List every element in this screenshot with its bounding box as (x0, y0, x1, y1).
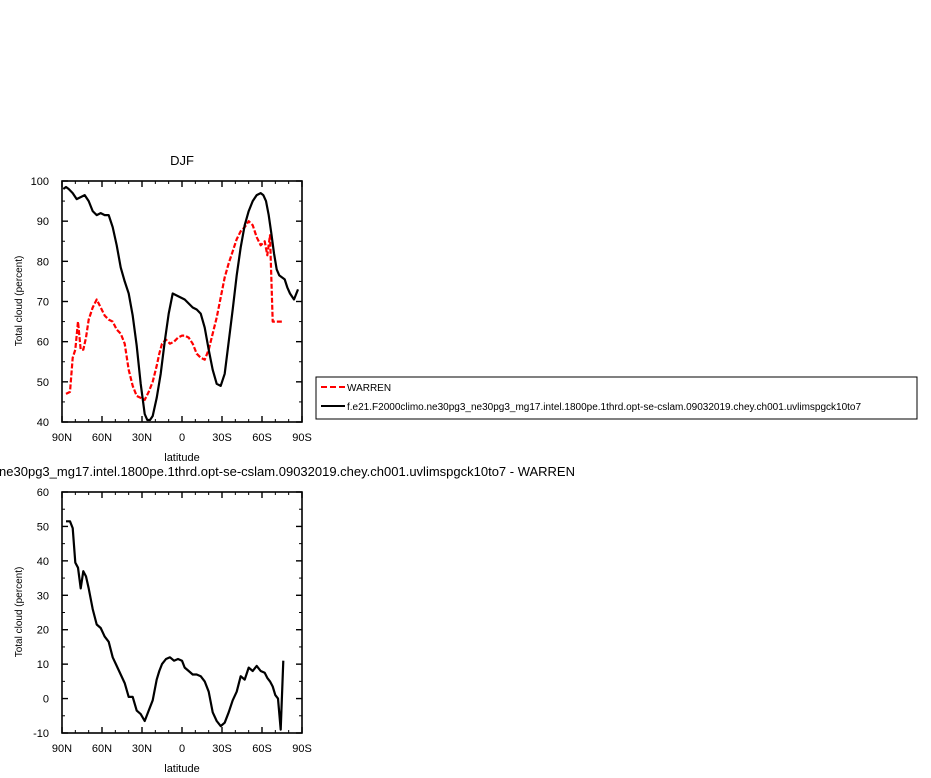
bottom-ytick-label: 30 (37, 590, 49, 602)
legend-box (315, 376, 918, 420)
top-xtick-label: 90N (52, 432, 72, 444)
top-ytick-label: 100 (31, 176, 49, 188)
top-chart: DJF 90N 60N 30N 0 30S 60S 90S 40 50 60 70 80 90 100 l… (14, 153, 312, 464)
legend: WARREN f.e21.F2000climo.ne30pg3_ne30pg3_… (315, 376, 918, 420)
legend-label-model: f.e21.F2000climo.ne30pg3_ne30pg3_mg17.in… (347, 402, 861, 413)
bottom-chart-series (66, 520, 285, 731)
bottom-xtick-label: 90N (52, 743, 72, 755)
bottom-ytick-label: 40 (37, 556, 49, 568)
top-xtick-label: 30S (212, 432, 232, 444)
bottom-xtick-label: 60N (92, 743, 112, 755)
top-chart-ylabel: Total cloud (percent) (14, 256, 25, 347)
bottom-xtick-label: 0 (179, 743, 185, 755)
top-xtick-label: 60N (92, 432, 112, 444)
top-ytick-label: 60 (37, 337, 49, 349)
top-xtick-label: 90S (292, 432, 312, 444)
bottom-chart-xlabel: latitude (164, 763, 199, 775)
bottom-ytick-label: 60 (37, 487, 49, 499)
top-chart-title: DJF (170, 153, 194, 168)
top-series-line-0 (65, 220, 284, 401)
top-chart-series (62, 185, 300, 422)
bottom-ytick-label: 0 (43, 694, 49, 706)
bottom-xtick-label: 90S (292, 743, 312, 755)
top-chart-ticks: 90N 60N 30N 0 30S 60S 90S 40 50 60 70 80 90 100 (31, 176, 312, 444)
top-xtick-label: 60S (252, 432, 272, 444)
bottom-series-line-0 (66, 520, 285, 731)
bottom-chart-frame (61, 491, 303, 734)
bottom-xtick-label: 30S (212, 743, 232, 755)
top-chart-frame (61, 180, 303, 423)
bottom-xtick-label: 30N (132, 743, 152, 755)
bottom-xtick-label: 60S (252, 743, 272, 755)
bottom-chart: ne30pg3_mg17.intel.1800pe.1thrd.opt-se-c… (0, 464, 575, 775)
bottom-ytick-label: 50 (37, 521, 49, 533)
bottom-ytick-label: 20 (37, 625, 49, 637)
bottom-chart-ylabel: Total cloud (percent) (14, 567, 25, 658)
top-ytick-label: 80 (37, 256, 49, 268)
bottom-chart-ticks: 90N 60N 30N 0 30S 60S 90S -10 0 10 20 30 40 50 60 (33, 487, 312, 755)
bottom-ytick-label: 10 (37, 659, 49, 671)
top-ytick-label: 70 (37, 297, 49, 309)
bottom-chart-title: ne30pg3_mg17.intel.1800pe.1thrd.opt-se-c… (0, 464, 575, 479)
bottom-ytick-label: -10 (33, 728, 49, 740)
top-ytick-label: 90 (37, 216, 49, 228)
top-series-line-1 (62, 185, 300, 422)
top-xtick-label: 0 (179, 432, 185, 444)
legend-label-warren: WARREN (347, 383, 391, 394)
top-ytick-label: 40 (37, 417, 49, 429)
top-ytick-label: 50 (37, 377, 49, 389)
top-xtick-label: 30N (132, 432, 152, 444)
top-chart-xlabel: latitude (164, 452, 199, 464)
